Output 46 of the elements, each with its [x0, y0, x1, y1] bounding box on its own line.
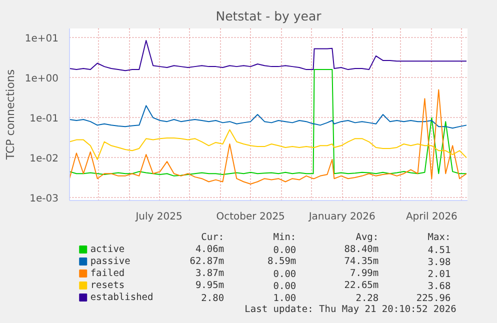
line-series	[70, 89, 468, 184]
legend-label: resets	[90, 280, 125, 291]
text: 2.80	[201, 293, 224, 304]
y-axis-title: TCP connections	[4, 69, 17, 161]
y-tick-label: 1e-02	[30, 154, 59, 165]
text: 225.96	[416, 293, 451, 304]
text: 8.59m	[268, 256, 296, 267]
text: 3.68	[428, 281, 451, 292]
text: 4.51	[428, 245, 451, 256]
text: 62.87m	[190, 256, 224, 267]
text: 88.40m	[344, 244, 379, 255]
text: 0.00	[273, 269, 296, 280]
line-series	[70, 129, 468, 160]
text: Cur:	[201, 232, 224, 243]
text: Max:	[428, 232, 451, 243]
y-tick-label: 1e-01	[30, 114, 59, 125]
text: 0.00	[273, 281, 296, 292]
legend-label: active	[90, 244, 125, 255]
text: 22.65m	[344, 280, 379, 291]
text: Last update: Thu May 21 20:10:52 2026	[244, 304, 457, 315]
line-series	[70, 69, 468, 176]
text: 2.01	[428, 269, 451, 280]
text: 9.95m	[195, 280, 224, 291]
line-series	[70, 40, 468, 72]
chart-title: Netstat - by year	[216, 8, 322, 24]
x-tick-label: July 2025	[134, 212, 182, 222]
y-tick-label: 1e-03	[30, 194, 59, 205]
y-tick-label: 1e+01	[24, 34, 59, 45]
legend-label: established	[90, 292, 154, 303]
x-tick-label: April 2026	[406, 212, 458, 222]
text: 2.28	[356, 293, 379, 304]
text: 7.99m	[350, 268, 379, 279]
text: 3.98	[428, 257, 451, 268]
text: 74.35m	[344, 256, 379, 267]
x-tick-label: October 2025	[216, 212, 285, 222]
y-tick-label: 1e+00	[24, 74, 59, 85]
legend-label: passive	[90, 256, 131, 267]
line-series	[70, 105, 468, 129]
text: 1.00	[273, 293, 296, 304]
legend-label: failed	[90, 268, 125, 279]
text: Avg:	[356, 232, 379, 243]
text: 3.87m	[195, 268, 224, 279]
text: 4.06m	[195, 244, 224, 255]
x-tick-label: January 2026	[308, 212, 376, 222]
text: Min:	[273, 232, 296, 243]
text: 0.00	[273, 245, 296, 256]
